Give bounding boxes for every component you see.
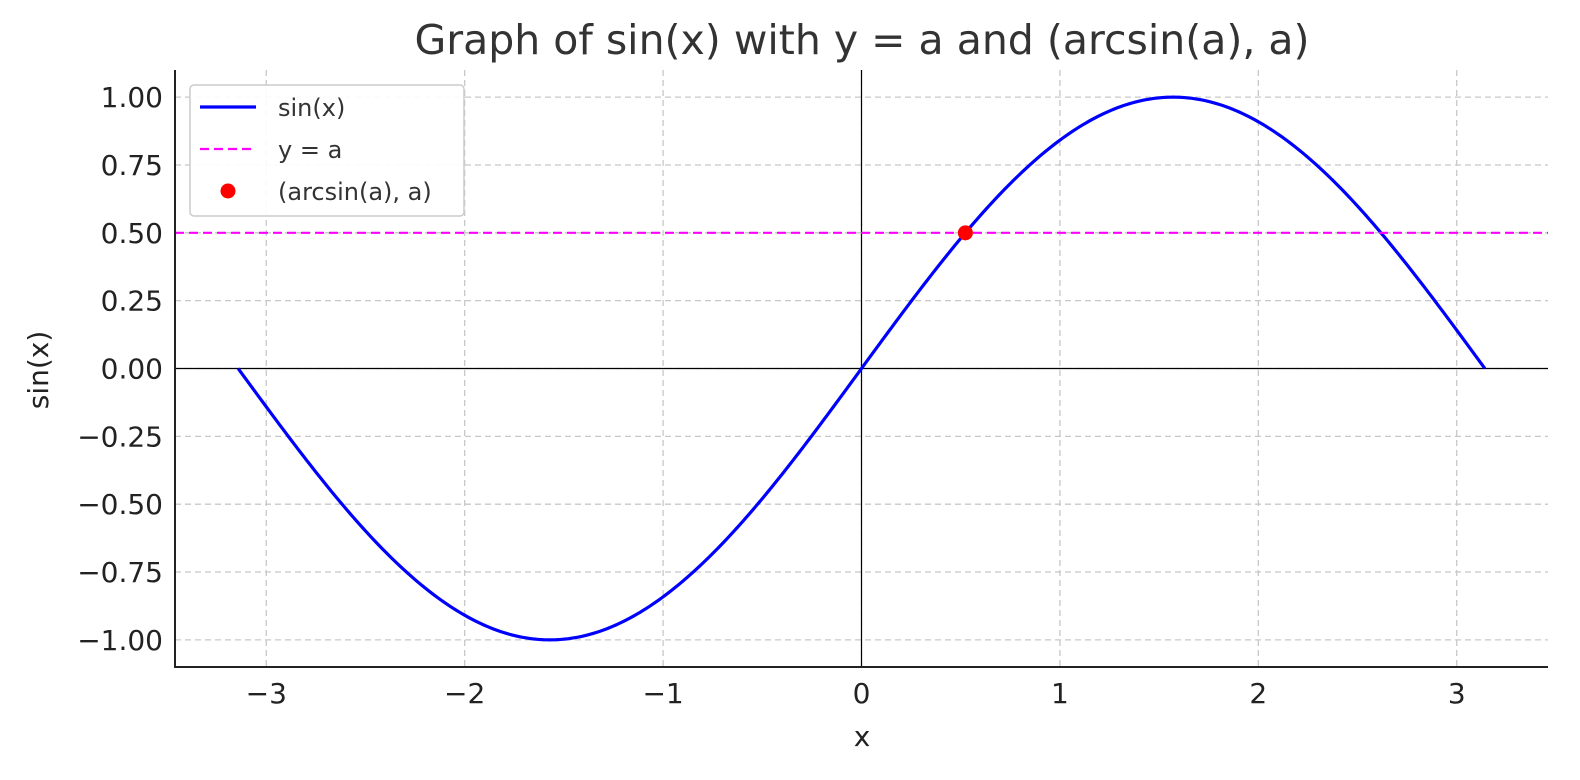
y-tick-label: 1.00 (101, 81, 163, 114)
sin-curve (236, 95, 1487, 642)
x-axis-label: x (854, 720, 871, 753)
y-tick-label: −0.50 (77, 488, 163, 521)
legend-label: y = a (278, 136, 342, 164)
legend-label: sin(x) (278, 94, 345, 122)
series-layer (175, 95, 1548, 642)
y-tick-label: −1.00 (77, 624, 163, 657)
x-tick-label: −1 (642, 677, 683, 710)
y-tick-label: 0.75 (101, 149, 163, 182)
x-tick-label: 3 (1448, 677, 1466, 710)
legend: sin(x) y = a (arcsin(a), a) (189, 84, 465, 217)
x-tick-label: 2 (1249, 677, 1267, 710)
tick-labels: −3 −2 −1 0 1 2 3 1.00 0.75 0.50 0.25 0.00 −0.25 −0.50… (77, 81, 1465, 710)
y-tick-label: 0.50 (101, 217, 163, 250)
x-tick-label: 1 (1051, 677, 1069, 710)
arcsin-point (957, 225, 973, 241)
legend-swatch-marker (220, 183, 236, 199)
legend-label: (arcsin(a), a) (278, 178, 432, 206)
chart-title: Graph of sin(x) with y = a and (arcsin(a… (414, 16, 1309, 64)
y-tick-label: 0.25 (101, 285, 163, 318)
x-tick-label: 0 (853, 677, 871, 710)
y-tick-label: −0.25 (77, 420, 163, 453)
x-tick-label: −2 (444, 677, 485, 710)
y-tick-label: −0.75 (77, 556, 163, 589)
axes (174, 70, 1548, 668)
x-tick-label: −3 (246, 677, 287, 710)
legend-box (189, 84, 465, 217)
y-tick-label: 0.00 (101, 353, 163, 386)
y-axis-label: sin(x) (22, 331, 55, 410)
